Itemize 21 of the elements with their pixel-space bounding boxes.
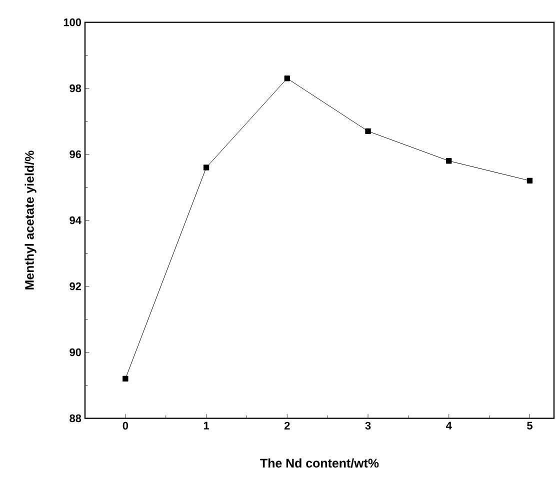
y-tick-label: 90 bbox=[70, 348, 82, 356]
x-tick-label: 3 bbox=[365, 422, 371, 430]
y-tick-label: 88 bbox=[70, 414, 82, 422]
point bbox=[122, 376, 128, 382]
point bbox=[446, 158, 452, 164]
y-tick-label: 94 bbox=[70, 216, 82, 224]
point bbox=[203, 164, 210, 170]
y-tick-label: 98 bbox=[70, 84, 82, 92]
y-axis-title: Menthyl acetate yield/% bbox=[24, 150, 36, 290]
y-tick-label: 96 bbox=[70, 150, 82, 158]
point bbox=[365, 128, 371, 134]
x-tick-label: 5 bbox=[527, 422, 532, 430]
point bbox=[526, 178, 533, 184]
x-tick-label: 1 bbox=[204, 422, 210, 430]
x-tick-label: 0 bbox=[122, 422, 128, 430]
y-tick-label: 100 bbox=[64, 18, 82, 26]
point bbox=[284, 76, 290, 82]
x-axis-title: The Nd content/wt% bbox=[260, 458, 379, 468]
x-tick-label: 4 bbox=[446, 422, 452, 430]
x-tick-label: 2 bbox=[284, 422, 290, 430]
y-tick-label: 92 bbox=[70, 282, 82, 290]
